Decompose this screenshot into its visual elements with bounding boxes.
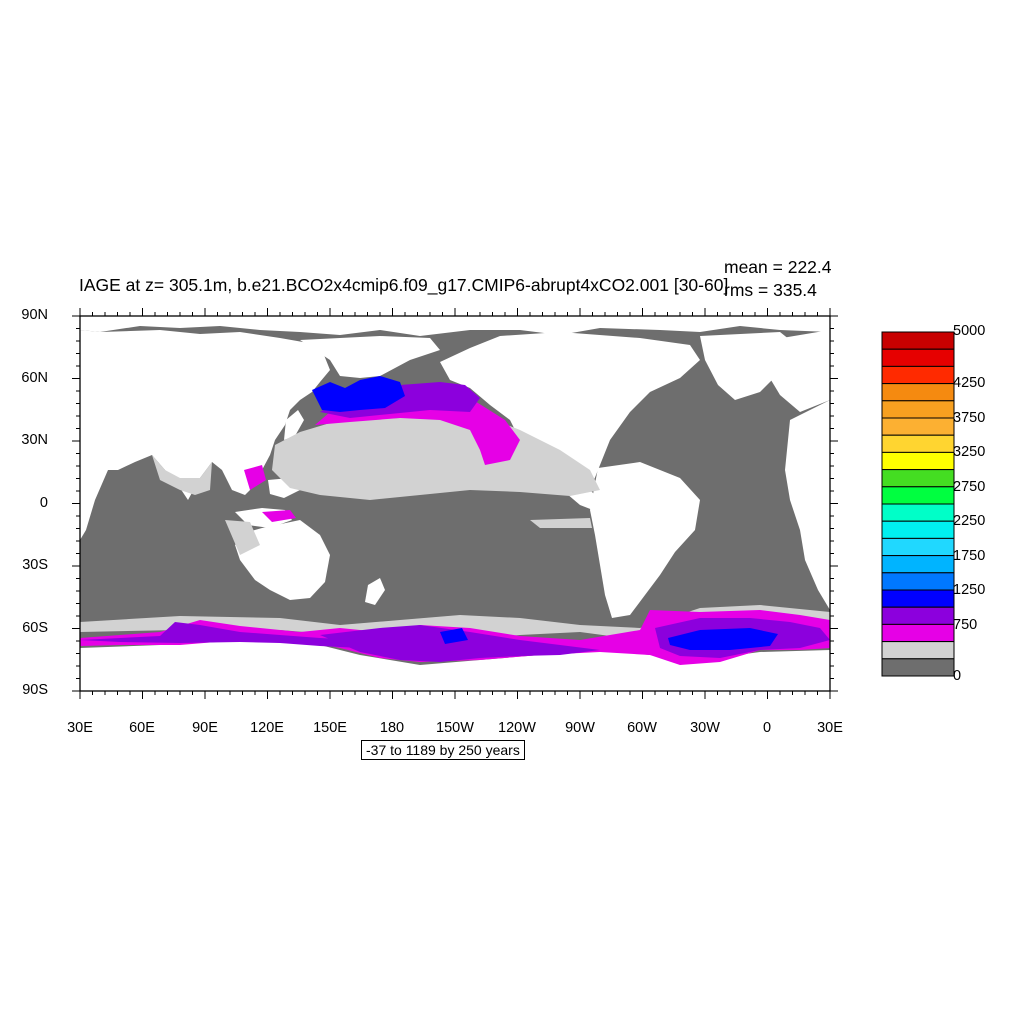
land-africa-west xyxy=(80,430,108,540)
colorbar-label: 4250 xyxy=(953,375,986,391)
colorbar-label: 0 xyxy=(953,668,962,684)
colorbar-swatch xyxy=(881,417,955,436)
colorbar-swatch xyxy=(881,641,955,660)
axis-ticks xyxy=(72,308,838,699)
lon-label: 60W xyxy=(627,720,657,736)
land-far-east xyxy=(300,336,440,378)
lon-label: 120W xyxy=(498,720,536,736)
land-asia xyxy=(80,330,330,500)
southern-blue-2 xyxy=(668,628,778,650)
colorbar-swatch xyxy=(881,589,955,608)
colorbar-swatch xyxy=(881,365,955,385)
land-europe xyxy=(765,330,830,412)
lon-label: 0 xyxy=(762,720,772,736)
lat-label-30s: 30S xyxy=(22,557,48,573)
colorbar xyxy=(881,331,955,677)
lon-label: 30W xyxy=(690,720,720,736)
plot-title: IAGE at z= 305.1m, b.e21.BCO2x4cmip6.f09… xyxy=(79,275,729,295)
colorbar-label: 1250 xyxy=(953,582,986,598)
southern-purple-1 xyxy=(80,622,400,648)
colorbar-swatch xyxy=(881,434,955,453)
colorbar-label: 2750 xyxy=(953,479,986,495)
land-japan xyxy=(284,410,304,440)
contour-range-box: -37 to 1189 by 250 years xyxy=(361,740,525,760)
colorbar-swatch xyxy=(881,451,955,471)
lat-label-0: 0 xyxy=(39,495,48,511)
colorbar-swatch xyxy=(881,658,955,677)
colorbar-swatch xyxy=(881,555,955,574)
rms-stat: rms = 335.4 xyxy=(724,280,817,300)
lat-label-90n: 90N xyxy=(21,307,48,323)
land-north-america xyxy=(440,332,700,490)
lon-label: 90E xyxy=(192,720,218,736)
lon-label: 180 xyxy=(379,720,405,736)
colorbar-swatch xyxy=(881,537,955,557)
colorbar-swatch xyxy=(881,520,955,539)
land-south-america xyxy=(590,462,700,618)
colorbar-swatch xyxy=(881,572,955,591)
mean-stat: mean = 222.4 xyxy=(724,257,832,277)
colorbar-label: 5000 xyxy=(953,323,986,339)
colorbar-swatch xyxy=(881,331,955,350)
north-pacific-gray xyxy=(272,415,600,500)
colorbar-swatch xyxy=(881,486,955,505)
tasman-gray xyxy=(225,520,260,555)
indonesia-magenta xyxy=(262,510,296,522)
colorbar-label: 750 xyxy=(953,617,978,633)
land-new-zealand xyxy=(365,578,385,605)
north-pacific-blue xyxy=(312,376,405,412)
lon-label: 30E xyxy=(817,720,843,736)
asia-coast-magenta xyxy=(244,465,266,490)
land-australia xyxy=(235,520,330,600)
colorbar-swatch xyxy=(881,503,955,522)
southern-blue-1 xyxy=(440,628,468,644)
colorbar-label: 2250 xyxy=(953,513,986,529)
colorbar-label: 3750 xyxy=(953,410,986,426)
lat-label-90s: 90S xyxy=(22,682,48,698)
southern-purple-2 xyxy=(320,625,600,662)
colorbar-swatch xyxy=(881,623,955,643)
colorbar-label: 3250 xyxy=(953,444,986,460)
lat-label-60s: 60S xyxy=(22,620,48,636)
colorbar-swatch xyxy=(881,469,955,488)
colorbar-label: 1750 xyxy=(953,548,986,564)
eq-pacific-gray xyxy=(530,518,592,528)
land-eurasia-north xyxy=(80,316,830,336)
lon-label: 150E xyxy=(313,720,347,736)
lat-label-30n: 30N xyxy=(21,432,48,448)
lon-label: 60E xyxy=(129,720,155,736)
land-masses xyxy=(80,316,830,691)
lon-label: 90W xyxy=(565,720,595,736)
colorbar-swatch xyxy=(881,383,955,402)
colorbar-swatch xyxy=(881,606,955,625)
lon-label: 30E xyxy=(67,720,93,736)
land-africa-east xyxy=(785,400,830,610)
lat-label-60n: 60N xyxy=(21,370,48,386)
blue-regions xyxy=(312,376,778,650)
colorbar-swatch xyxy=(881,348,955,367)
indo-gray xyxy=(152,455,212,495)
lon-label: 120E xyxy=(250,720,284,736)
land-antarctica xyxy=(80,640,830,691)
lon-label: 150W xyxy=(436,720,474,736)
colorbar-swatch xyxy=(881,400,955,419)
